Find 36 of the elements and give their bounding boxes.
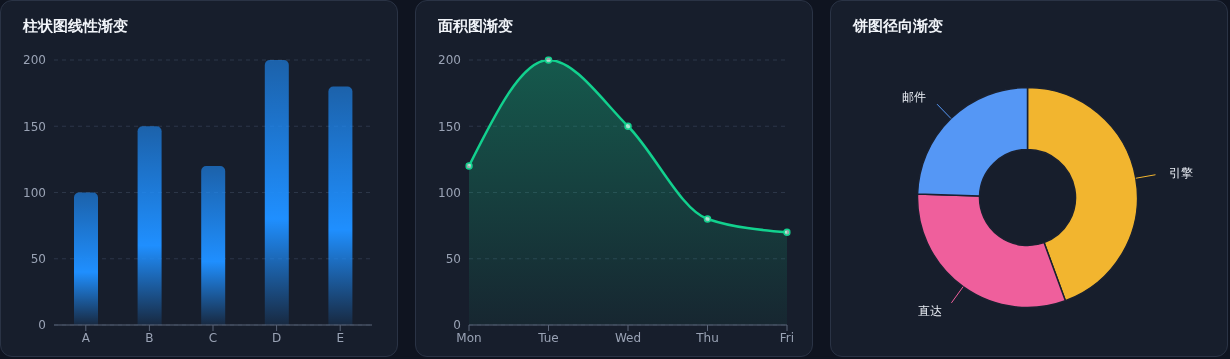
- slice-label: 引擎: [1169, 166, 1194, 180]
- y-tick-label: 50: [30, 252, 46, 267]
- x-tick-label: B: [145, 330, 154, 345]
- y-tick-label: 100: [438, 185, 461, 200]
- point: [783, 228, 791, 236]
- x-tick-label: Wed: [614, 330, 642, 345]
- chart-title: 柱状图线性渐变: [23, 17, 129, 36]
- y-tick-label: 150: [23, 119, 46, 134]
- point: [703, 215, 712, 223]
- bar: [74, 192, 98, 325]
- x-tick-label: D: [271, 330, 282, 345]
- y-tick-label: 100: [23, 185, 46, 200]
- bar: [201, 166, 226, 325]
- point: [624, 122, 632, 130]
- point: [544, 56, 553, 64]
- bar: [328, 86, 353, 325]
- slice-label: 邮件: [902, 89, 927, 104]
- y-tick-label: 200: [438, 53, 461, 68]
- slice-label: 直达: [917, 304, 942, 319]
- x-tick-label: Thu: [695, 330, 719, 345]
- bar: [264, 60, 289, 325]
- point: [465, 162, 473, 170]
- x-tick-label: Tue: [537, 330, 559, 345]
- x-tick-label: E: [336, 330, 344, 345]
- y-tick-label: 50: [445, 252, 461, 267]
- x-tick-label: Fri: [779, 330, 795, 345]
- bar: [137, 126, 162, 325]
- chart-title: 面积图渐变: [438, 17, 514, 36]
- chart-title: 饼图径向渐变: [853, 17, 944, 36]
- y-tick-label: 150: [438, 119, 461, 134]
- y-tick-label: 0: [453, 318, 461, 333]
- y-tick-label: 200: [23, 53, 46, 68]
- x-tick-label: A: [81, 330, 91, 345]
- x-tick-label: C: [208, 330, 218, 345]
- x-tick-label: Mon: [456, 330, 482, 345]
- y-tick-label: 0: [38, 318, 46, 333]
